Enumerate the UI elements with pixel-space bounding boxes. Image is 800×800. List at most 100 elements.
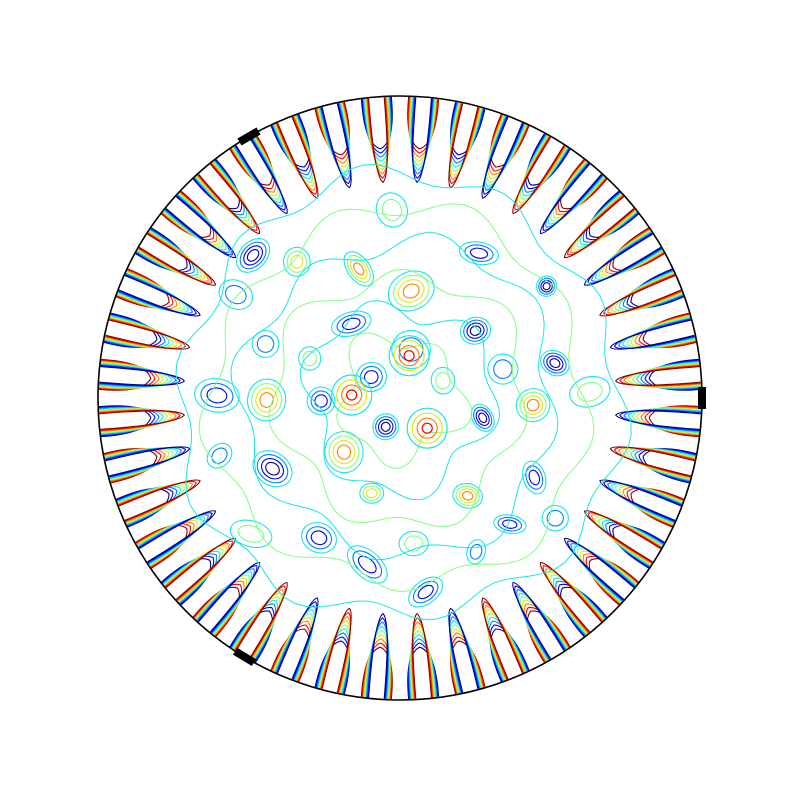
blob-contour	[459, 316, 492, 345]
contour-blob	[251, 330, 280, 358]
lobe-contour	[409, 634, 437, 700]
blob-contour	[252, 450, 293, 488]
lobe-contour	[272, 114, 312, 176]
lobe-contour	[230, 133, 275, 189]
lobe-contour	[407, 96, 439, 154]
lobe-contour	[516, 589, 566, 660]
lobe-contour	[229, 133, 273, 186]
edge-lobe	[161, 537, 236, 606]
contour-blob	[493, 514, 527, 535]
lobe-contour	[514, 136, 566, 211]
lobe-contour	[482, 116, 524, 195]
blob-contour	[546, 509, 564, 527]
edge-lobe	[539, 159, 608, 234]
lobe-contour	[407, 646, 440, 700]
lobe-contour	[407, 642, 439, 700]
lobe-contour	[318, 620, 351, 694]
lobe-contour	[137, 230, 202, 278]
lobe-contour	[408, 96, 438, 158]
lobe-contour	[117, 272, 189, 313]
lobe-contour	[270, 113, 310, 168]
contour-blob	[298, 346, 322, 371]
blob-contour	[200, 382, 234, 409]
lobe-contour	[98, 358, 152, 391]
lobe-contour	[634, 314, 696, 348]
blob-contour	[306, 386, 336, 416]
edge-lobe	[615, 405, 702, 438]
contour-blob	[301, 521, 337, 554]
edge-lobe	[270, 597, 319, 683]
lobe-contour	[235, 137, 288, 215]
lobe-contour	[139, 233, 217, 286]
lobe-contour	[487, 114, 528, 180]
lobe-contour	[165, 537, 236, 600]
lobe-contour	[319, 102, 351, 181]
lobe-contour	[594, 516, 663, 565]
lobe-contour	[607, 482, 683, 523]
blob-contour	[469, 543, 483, 560]
blob-contour	[302, 350, 318, 367]
blob-contour	[469, 247, 489, 259]
lobe-contour	[567, 195, 635, 256]
blob-contour	[404, 535, 424, 552]
lobe-contour	[275, 115, 316, 191]
blob-contour	[497, 516, 523, 532]
lobe-contour	[104, 317, 183, 349]
lobe-contour	[481, 597, 523, 680]
contour-blob	[515, 388, 551, 423]
lobe-contour	[118, 274, 197, 316]
ring-top	[388, 335, 430, 377]
lobe-contour	[552, 160, 606, 219]
blob-contour	[218, 279, 254, 310]
blob-contour	[265, 461, 280, 476]
lobe-contour	[626, 316, 696, 349]
blob-contour	[332, 439, 356, 465]
background-contour	[230, 232, 559, 561]
blob-contour	[487, 353, 519, 385]
lobe-contour	[104, 447, 174, 480]
lobe-contour	[317, 628, 351, 694]
lobe-contour	[622, 447, 696, 480]
lobe-contour	[449, 624, 482, 694]
lobe-contour	[611, 483, 683, 524]
lobe-contour	[230, 607, 275, 663]
lobe-contour	[619, 365, 701, 387]
lobe-contour	[196, 568, 255, 634]
lobe-contour	[552, 577, 606, 636]
lobe-contour	[579, 192, 638, 246]
lobe-contour	[161, 558, 212, 606]
edge-lobe	[270, 113, 319, 199]
contour-blob	[387, 270, 435, 312]
wandering-contour	[299, 300, 500, 501]
wandering-contour	[268, 268, 528, 528]
lobe-contour	[514, 585, 566, 660]
lobe-contour	[363, 96, 391, 162]
lobe-contour	[105, 319, 191, 350]
lobe-contour	[138, 514, 209, 564]
lobe-contour	[636, 407, 702, 435]
lobe-contour	[609, 319, 695, 350]
lobe-contour	[161, 190, 212, 238]
contour-blob	[522, 460, 547, 495]
lobe-contour	[99, 410, 185, 430]
lobe-contour	[104, 447, 178, 480]
lobe-contour	[449, 102, 481, 181]
lobe-contour	[523, 134, 569, 193]
lobe-contour	[98, 361, 164, 389]
lobe-contour	[231, 599, 279, 662]
lobe-contour	[613, 446, 695, 478]
lobe-contour	[644, 359, 702, 391]
boundary-markers	[233, 127, 706, 666]
lobe-contour	[642, 448, 697, 484]
lobe-contour	[118, 479, 201, 521]
blob-contour	[365, 488, 378, 499]
edge-lobe	[135, 510, 217, 569]
lobe-contour	[560, 159, 608, 210]
blob-contour	[458, 241, 500, 266]
lobe-contour	[316, 102, 350, 164]
lobe-contour	[232, 135, 280, 200]
blob-contour	[255, 387, 278, 413]
lobe-contour	[594, 231, 663, 280]
blob-contour	[357, 555, 377, 574]
blob-contour	[417, 584, 434, 600]
